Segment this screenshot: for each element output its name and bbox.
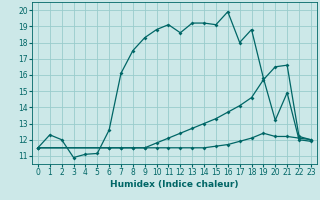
X-axis label: Humidex (Indice chaleur): Humidex (Indice chaleur)	[110, 180, 239, 189]
